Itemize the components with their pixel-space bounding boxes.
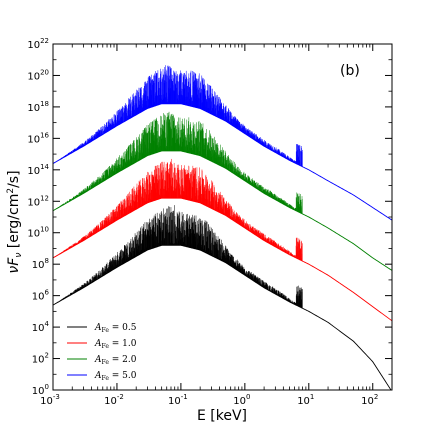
x-tick-label: 100 (233, 393, 250, 407)
y-axis-title-rest: [erg/cm (6, 194, 22, 253)
series-3-lines (54, 111, 303, 214)
x-axis-title: E [keV] (197, 408, 247, 424)
series-2-lines (54, 158, 303, 261)
series-3 (53, 111, 392, 271)
series-4-lines (54, 65, 303, 167)
y-tick-label: 102 (32, 352, 49, 366)
y-axis-title-sq: 2 (6, 188, 16, 194)
x-tick-label: 10-3 (40, 393, 60, 407)
series-layer (53, 65, 392, 390)
x-tick-label: 10-1 (168, 393, 188, 407)
x-tick-label: 101 (297, 393, 314, 407)
y-tick-label: 1020 (27, 68, 49, 82)
x-tick-label: 102 (361, 393, 378, 407)
series-4 (53, 65, 392, 221)
y-axis-title-nu: ν (6, 266, 22, 274)
y-tick-label: 106 (32, 289, 50, 303)
y-tick-label: 1012 (27, 194, 49, 208)
series-2 (53, 158, 392, 322)
legend: AFe = 0.5 AFe = 1.0 AFe = 2.0 AFe = 5.0 (67, 323, 137, 382)
plot-frame (52, 43, 393, 391)
legend-entry: AFe = 5.0 (94, 371, 137, 382)
y-axis-title: νFν [erg/cm2/s] (6, 170, 24, 273)
panel-label: (b) (340, 63, 360, 79)
y-axis-title-end: /s] (6, 170, 22, 187)
y-tick-label: 1016 (27, 131, 49, 145)
y-tick-label: 1014 (27, 163, 49, 177)
y-tick-label: 100 (32, 383, 49, 397)
y-tick-label: 108 (32, 257, 49, 271)
legend-entry: AFe = 0.5 (94, 323, 137, 334)
legend-entry: AFe = 2.0 (94, 355, 137, 366)
series-1-lines (54, 205, 303, 309)
series-1 (53, 205, 392, 390)
y-axis-title-f: F (6, 257, 22, 266)
y-axis-title-sub: ν (14, 253, 24, 258)
x-axis: 10-3 10-2 10-1 100 101 102 (40, 44, 393, 407)
x-tick-label: 10-2 (104, 393, 124, 407)
y-axis: 100 102 104 106 108 1010 1012 1014 1016 1018 1020 1… (27, 37, 392, 397)
y-tick-label: 1010 (27, 226, 49, 240)
y-tick-label: 1018 (27, 100, 49, 114)
legend-entry: AFe = 1.0 (94, 339, 137, 350)
series-1-continuum (53, 244, 392, 390)
y-tick-label: 104 (32, 320, 50, 334)
y-tick-label: 1022 (27, 37, 49, 51)
